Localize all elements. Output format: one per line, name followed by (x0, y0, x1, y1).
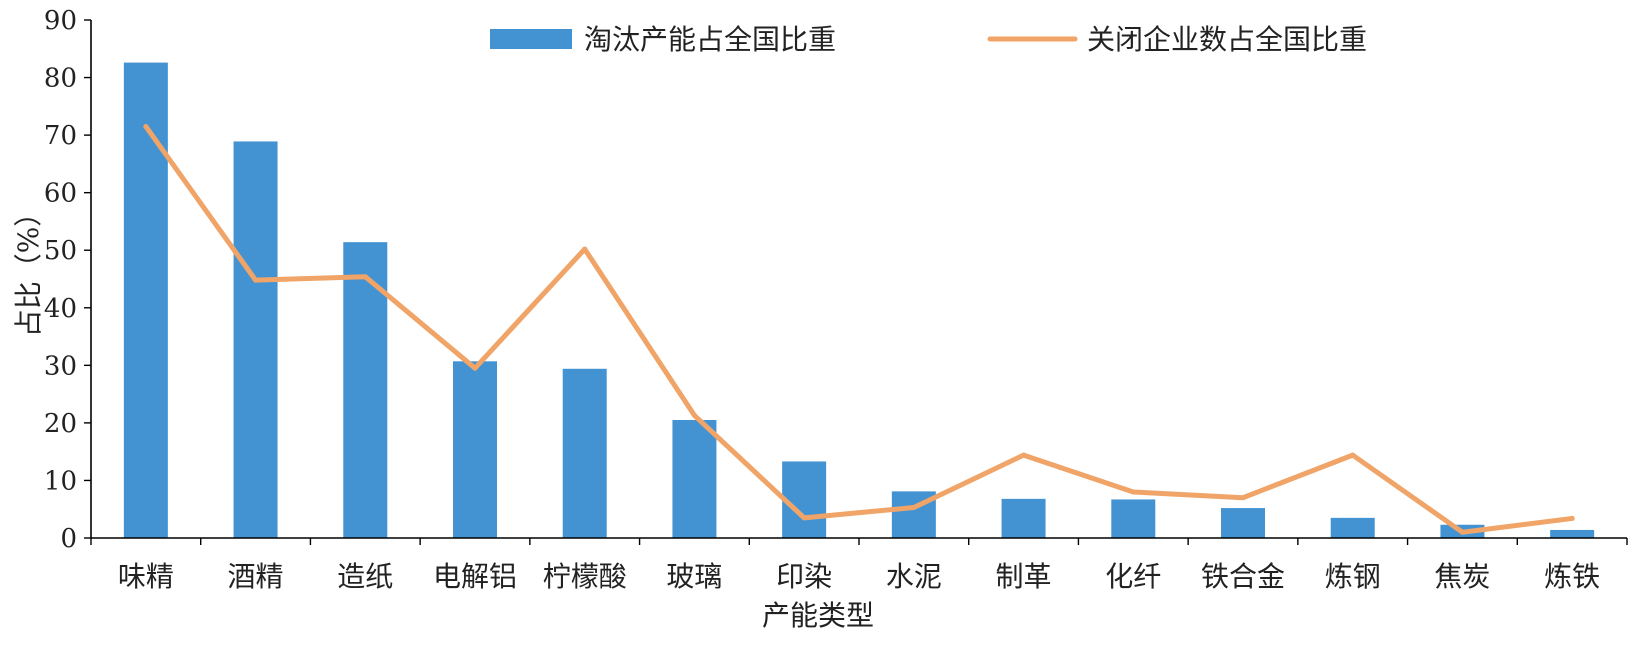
line-point-8 (911, 505, 917, 510)
y-tick-label-90: 90 (44, 6, 77, 36)
bar-10 (1111, 499, 1156, 538)
bar-1 (123, 62, 168, 539)
y-tick-label-80: 80 (44, 64, 77, 94)
line-path (143, 123, 1575, 535)
y-tick-label-20: 20 (44, 409, 77, 439)
x-category-labels: 味精 酒精 造纸 电解铝 柠檬酸 玻璃 印染 水泥 制革 化纤 铁合金 炼钢 焦炭 炼铁 (118, 560, 1600, 593)
bar-series (123, 62, 1595, 539)
x-category-label-13: 焦炭 (1434, 560, 1490, 593)
y-tick-labels: 0 10 20 30 40 50 60 70 80 90 (44, 6, 77, 554)
line-point-2 (253, 277, 259, 283)
y-tick-label-50: 50 (44, 236, 77, 266)
line-point-12 (1350, 452, 1356, 458)
x-category-label-7: 印染 (776, 560, 832, 593)
bar-12 (1330, 517, 1375, 538)
line-point-13 (1459, 529, 1465, 535)
axes (84, 19, 1628, 545)
legend: 淘汰产能占全国比重 关闭企业数占全国比重 (490, 23, 1367, 56)
bar-14 (1550, 529, 1595, 538)
x-category-label-5: 柠檬酸 (543, 560, 627, 593)
y-tick-label-40: 40 (44, 294, 77, 324)
bar-4 (453, 361, 497, 538)
line-point-4 (472, 365, 478, 371)
line-series (143, 123, 1575, 535)
line-point-11 (1240, 495, 1246, 501)
line-point-14 (1569, 515, 1575, 521)
line-point-1 (143, 123, 149, 129)
legend-bar-label: 淘汰产能占全国比重 (584, 23, 836, 56)
line-point-10 (1130, 489, 1136, 495)
bar-6 (672, 420, 717, 538)
x-category-label-8: 水泥 (886, 560, 942, 593)
x-category-label-9: 制革 (996, 560, 1052, 593)
x-category-label-3: 造纸 (337, 560, 393, 593)
line-point-9 (1021, 452, 1027, 458)
x-category-label-6: 玻璃 (666, 560, 722, 593)
y-axis-title: 占比（%） (12, 199, 45, 338)
x-category-label-4: 电解铝 (433, 560, 517, 593)
line-point-7 (801, 515, 807, 521)
legend-line-label: 关闭企业数占全国比重 (1087, 23, 1367, 56)
x-category-label-2: 酒精 (228, 560, 284, 593)
y-tick-label-70: 70 (44, 121, 77, 151)
bar-2 (233, 141, 278, 538)
y-tick-label-10: 10 (44, 466, 77, 496)
line-point-6 (691, 412, 697, 418)
line-point-3 (362, 274, 368, 280)
bar-9 (1001, 498, 1046, 538)
x-category-label-10: 化纤 (1105, 560, 1161, 593)
bar-11 (1221, 508, 1265, 538)
bar-7 (782, 461, 827, 538)
x-category-label-1: 味精 (118, 560, 174, 593)
x-category-label-11: 铁合金 (1201, 560, 1285, 593)
x-axis-title: 产能类型 (762, 599, 874, 632)
x-category-label-14: 炼铁 (1544, 560, 1600, 593)
y-tick-label-30: 30 (44, 351, 77, 381)
legend-bar-swatch (490, 29, 572, 49)
bar-5 (562, 368, 607, 538)
x-category-label-12: 炼钢 (1325, 560, 1381, 593)
y-tick-label-60: 60 (44, 179, 77, 209)
y-tick-label-0: 0 (60, 524, 77, 554)
line-point-5 (582, 246, 588, 252)
